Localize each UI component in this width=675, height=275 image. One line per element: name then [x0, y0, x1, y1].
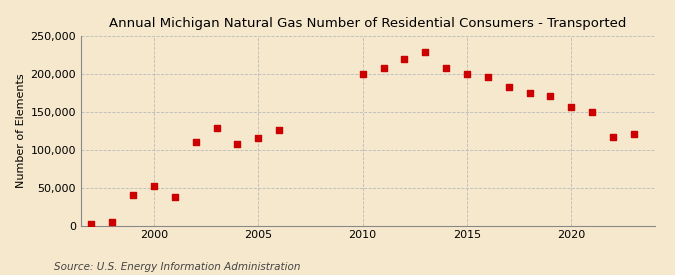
Point — [357, 72, 368, 77]
Point — [232, 142, 243, 147]
Point — [86, 222, 97, 226]
Point — [524, 90, 535, 95]
Point — [274, 128, 285, 132]
Point — [545, 94, 556, 98]
Point — [378, 66, 389, 71]
Point — [608, 134, 618, 139]
Point — [441, 66, 452, 71]
Point — [587, 109, 597, 114]
Point — [399, 56, 410, 61]
Title: Annual Michigan Natural Gas Number of Residential Consumers - Transported: Annual Michigan Natural Gas Number of Re… — [109, 17, 626, 31]
Point — [148, 184, 159, 188]
Point — [190, 140, 201, 144]
Y-axis label: Number of Elements: Number of Elements — [16, 73, 26, 188]
Point — [211, 126, 222, 131]
Point — [420, 50, 431, 55]
Point — [107, 219, 117, 224]
Point — [504, 84, 514, 89]
Point — [169, 195, 180, 200]
Point — [462, 72, 472, 77]
Text: Source: U.S. Energy Information Administration: Source: U.S. Energy Information Administ… — [54, 262, 300, 271]
Point — [253, 136, 264, 141]
Point — [128, 193, 138, 197]
Point — [566, 105, 576, 109]
Point — [483, 75, 493, 79]
Point — [628, 131, 639, 136]
